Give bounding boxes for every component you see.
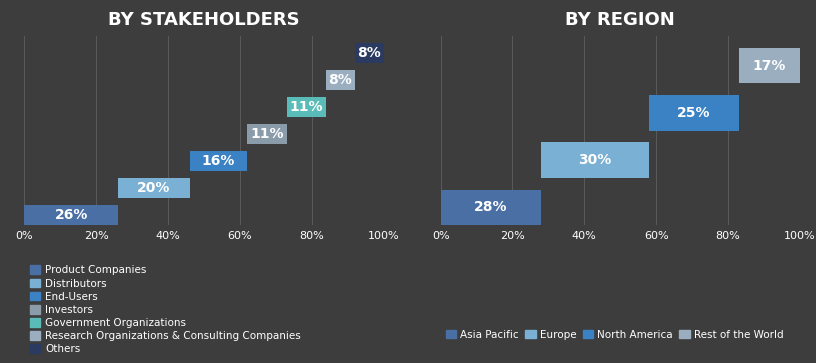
FancyBboxPatch shape: [326, 70, 355, 90]
Text: 8%: 8%: [329, 73, 353, 87]
Text: 20%: 20%: [137, 181, 171, 195]
FancyBboxPatch shape: [649, 95, 738, 131]
Legend: Asia Pacific, Europe, North America, Rest of the World: Asia Pacific, Europe, North America, Res…: [446, 330, 783, 340]
FancyBboxPatch shape: [541, 143, 649, 178]
FancyBboxPatch shape: [441, 189, 541, 225]
FancyBboxPatch shape: [738, 48, 800, 83]
Text: 8%: 8%: [357, 46, 381, 60]
Legend: Product Companies, Distributors, End-Users, Investors, Government Organizations,: Product Companies, Distributors, End-Use…: [29, 265, 301, 354]
Text: 26%: 26%: [55, 208, 88, 222]
Title: BY REGION: BY REGION: [565, 11, 675, 29]
Text: 11%: 11%: [290, 100, 323, 114]
Text: 16%: 16%: [202, 154, 235, 168]
FancyBboxPatch shape: [247, 124, 286, 144]
Text: 30%: 30%: [579, 153, 612, 167]
FancyBboxPatch shape: [189, 151, 247, 171]
FancyBboxPatch shape: [118, 178, 189, 198]
FancyBboxPatch shape: [24, 205, 118, 225]
Text: 28%: 28%: [474, 200, 508, 215]
Text: 17%: 17%: [752, 59, 786, 73]
Text: 25%: 25%: [677, 106, 711, 120]
Text: 11%: 11%: [250, 127, 284, 141]
FancyBboxPatch shape: [286, 97, 326, 117]
Title: BY STAKEHOLDERS: BY STAKEHOLDERS: [109, 11, 299, 29]
FancyBboxPatch shape: [355, 43, 384, 63]
